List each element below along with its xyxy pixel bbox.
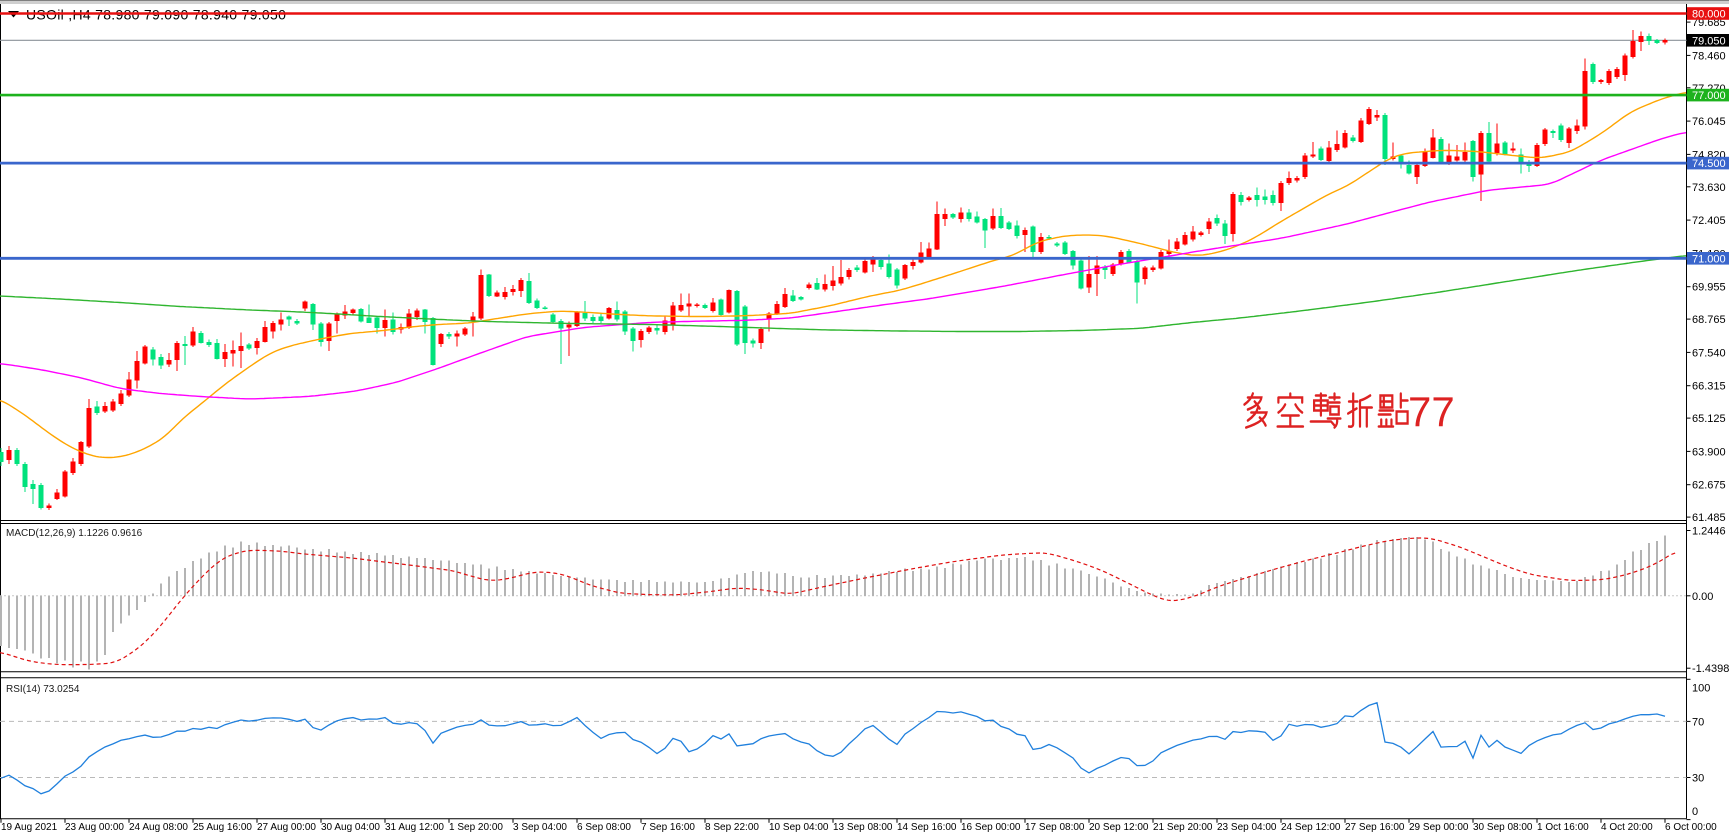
- svg-text:27 Aug 00:00: 27 Aug 00:00: [257, 822, 316, 833]
- svg-text:30 Sep 08:00: 30 Sep 08:00: [1473, 822, 1533, 833]
- svg-text:25 Aug 16:00: 25 Aug 16:00: [193, 822, 252, 833]
- svg-text:30 Aug 04:00: 30 Aug 04:00: [321, 822, 380, 833]
- svg-text:6 Oct 00:00: 6 Oct 00:00: [1665, 822, 1717, 833]
- svg-text:72.405: 72.405: [1692, 215, 1726, 227]
- svg-text:71.000: 71.000: [1692, 253, 1726, 265]
- svg-text:61.485: 61.485: [1692, 512, 1726, 524]
- svg-text:0.00: 0.00: [1692, 591, 1713, 603]
- svg-text:13 Sep 08:00: 13 Sep 08:00: [833, 822, 893, 833]
- svg-text:73.630: 73.630: [1692, 182, 1726, 194]
- svg-text:21 Sep 20:00: 21 Sep 20:00: [1153, 822, 1213, 833]
- svg-text:78.460: 78.460: [1692, 50, 1726, 62]
- svg-text:29 Sep 00:00: 29 Sep 00:00: [1409, 822, 1469, 833]
- svg-text:74.500: 74.500: [1692, 158, 1726, 170]
- svg-text:RSI(14) 73.0254: RSI(14) 73.0254: [6, 684, 80, 695]
- svg-text:63.900: 63.900: [1692, 446, 1726, 458]
- svg-text:23 Sep 04:00: 23 Sep 04:00: [1217, 822, 1277, 833]
- svg-text:14 Sep 16:00: 14 Sep 16:00: [897, 822, 957, 833]
- svg-text:23 Aug 00:00: 23 Aug 00:00: [65, 822, 124, 833]
- svg-text:3 Sep 04:00: 3 Sep 04:00: [513, 822, 567, 833]
- svg-text:1 Sep 20:00: 1 Sep 20:00: [449, 822, 503, 833]
- svg-text:24 Aug 08:00: 24 Aug 08:00: [129, 822, 188, 833]
- svg-text:20 Sep 12:00: 20 Sep 12:00: [1089, 822, 1149, 833]
- svg-text:17 Sep 08:00: 17 Sep 08:00: [1025, 822, 1085, 833]
- svg-text:4 Oct 20:00: 4 Oct 20:00: [1601, 822, 1653, 833]
- svg-text:66.315: 66.315: [1692, 381, 1726, 393]
- svg-text:6 Sep 08:00: 6 Sep 08:00: [577, 822, 631, 833]
- svg-text:100: 100: [1692, 683, 1710, 695]
- svg-text:76.045: 76.045: [1692, 116, 1726, 128]
- svg-text:79.050: 79.050: [1692, 35, 1726, 47]
- svg-text:77: 77: [1408, 388, 1455, 435]
- svg-text:27 Sep 16:00: 27 Sep 16:00: [1345, 822, 1405, 833]
- svg-text:30: 30: [1692, 773, 1704, 785]
- svg-text:79.685: 79.685: [1692, 17, 1726, 29]
- svg-text:10 Sep 04:00: 10 Sep 04:00: [769, 822, 829, 833]
- svg-text:69.955: 69.955: [1692, 282, 1726, 294]
- svg-text:31 Aug 12:00: 31 Aug 12:00: [385, 822, 444, 833]
- svg-text:7 Sep 16:00: 7 Sep 16:00: [641, 822, 695, 833]
- svg-text:77.000: 77.000: [1692, 90, 1726, 102]
- svg-text:67.540: 67.540: [1692, 347, 1726, 359]
- svg-text:70: 70: [1692, 716, 1704, 728]
- svg-text:24 Sep 12:00: 24 Sep 12:00: [1281, 822, 1341, 833]
- svg-text:1.2446: 1.2446: [1692, 526, 1726, 538]
- svg-text:80.000: 80.000: [1692, 9, 1726, 21]
- svg-text:65.125: 65.125: [1692, 413, 1726, 425]
- svg-text:1 Oct 16:00: 1 Oct 16:00: [1537, 822, 1589, 833]
- svg-text:62.675: 62.675: [1692, 480, 1726, 492]
- svg-text:19 Aug 2021: 19 Aug 2021: [1, 822, 58, 833]
- svg-text:68.765: 68.765: [1692, 314, 1726, 326]
- svg-text:8 Sep 22:00: 8 Sep 22:00: [705, 822, 759, 833]
- svg-text:0: 0: [1692, 806, 1698, 818]
- svg-text:MACD(12,26,9) 1.1226 0.9616: MACD(12,26,9) 1.1226 0.9616: [6, 528, 143, 539]
- svg-text:-1.4398: -1.4398: [1692, 663, 1729, 675]
- svg-text:16 Sep 00:00: 16 Sep 00:00: [961, 822, 1021, 833]
